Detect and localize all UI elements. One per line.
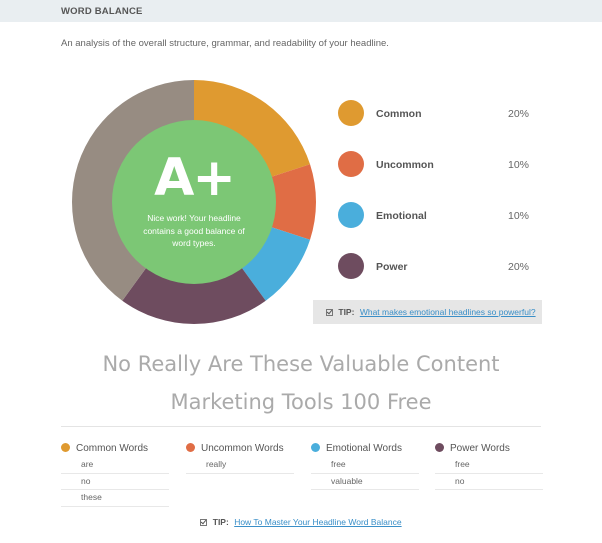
uncommon-dot-icon (338, 151, 364, 177)
donut-slice-power (122, 265, 266, 324)
donut-slice-other (72, 80, 194, 301)
list-item: are (61, 457, 169, 474)
column-title: Common Words (76, 443, 149, 454)
legend-item-power: Power 20% (338, 253, 534, 304)
section-title: WORD BALANCE (61, 6, 143, 17)
word-balance-donut-chart (72, 80, 316, 324)
donut-slice-uncommon (268, 164, 316, 240)
legend-label: Uncommon (376, 159, 434, 171)
emotional-dot-icon (311, 443, 320, 452)
common-dot-icon (338, 100, 364, 126)
legend-item-uncommon: Uncommon 10% (338, 151, 534, 202)
list-item: valuable (311, 474, 419, 490)
uncommon-words-column: Uncommon Words really (186, 441, 294, 474)
emotional-dot-icon (338, 202, 364, 228)
column-title: Power Words (450, 443, 510, 454)
legend-label: Power (376, 261, 408, 273)
column-header: Emotional Words (311, 441, 419, 457)
legend-percent: 10% (507, 159, 529, 171)
checklist-icon (326, 309, 333, 316)
grade-value: A+ (154, 148, 236, 208)
legend-percent: 20% (507, 108, 529, 120)
emotional-words-column: Emotional Words free valuable (311, 441, 419, 490)
legend-item-common: Common 20% (338, 100, 534, 151)
power-dot-icon (435, 443, 444, 452)
column-header: Power Words (435, 441, 543, 457)
common-words-column: Common Words are no these (61, 441, 169, 507)
tip-label: TIP: (338, 307, 355, 317)
grade-circle: A+ Nice work! Your headline contains a g… (112, 120, 276, 284)
divider (61, 426, 541, 427)
checklist-icon (200, 519, 208, 526)
word-balance-guide-link[interactable]: How To Master Your Headline Word Balance (234, 517, 402, 527)
list-item: free (311, 457, 419, 474)
section-description: An analysis of the overall structure, gr… (61, 38, 389, 49)
power-dot-icon (338, 253, 364, 279)
analyzed-headline: No Really Are These Valuable Content Mar… (0, 345, 602, 421)
bottom-tip: TIP: How To Master Your Headline Word Ba… (0, 517, 602, 527)
legend-label: Emotional (376, 210, 427, 222)
column-title: Emotional Words (326, 443, 402, 454)
power-words-column: Power Words free no (435, 441, 543, 490)
legend-item-emotional: Emotional 10% (338, 202, 534, 253)
column-header: Uncommon Words (186, 441, 294, 457)
list-item: really (186, 457, 294, 474)
tip-panel: TIP: What makes emotional headlines so p… (313, 300, 542, 324)
donut-slice-emotional (239, 226, 311, 301)
legend-percent: 20% (507, 261, 529, 273)
legend-percent: 10% (507, 210, 529, 222)
grade-message: Nice work! Your headline contains a good… (143, 213, 245, 248)
tip-label: TIP: (212, 517, 229, 527)
donut-slice-common (194, 80, 311, 178)
headline-line-1: No Really Are These Valuable Content (102, 352, 500, 376)
chart-legend: Common 20% Uncommon 10% Emotional 10% Po… (338, 100, 534, 304)
legend-label: Common (376, 108, 422, 120)
emotional-headlines-link[interactable]: What makes emotional headlines so powerf… (359, 307, 536, 317)
list-item: these (61, 490, 169, 507)
headline-line-2: Marketing Tools 100 Free (170, 390, 432, 414)
common-dot-icon (61, 443, 70, 452)
column-header: Common Words (61, 441, 169, 457)
uncommon-dot-icon (186, 443, 195, 452)
list-item: no (435, 474, 543, 490)
list-item: no (61, 474, 169, 490)
section-header: WORD BALANCE (0, 0, 602, 22)
list-item: free (435, 457, 543, 474)
column-title: Uncommon Words (201, 443, 284, 454)
